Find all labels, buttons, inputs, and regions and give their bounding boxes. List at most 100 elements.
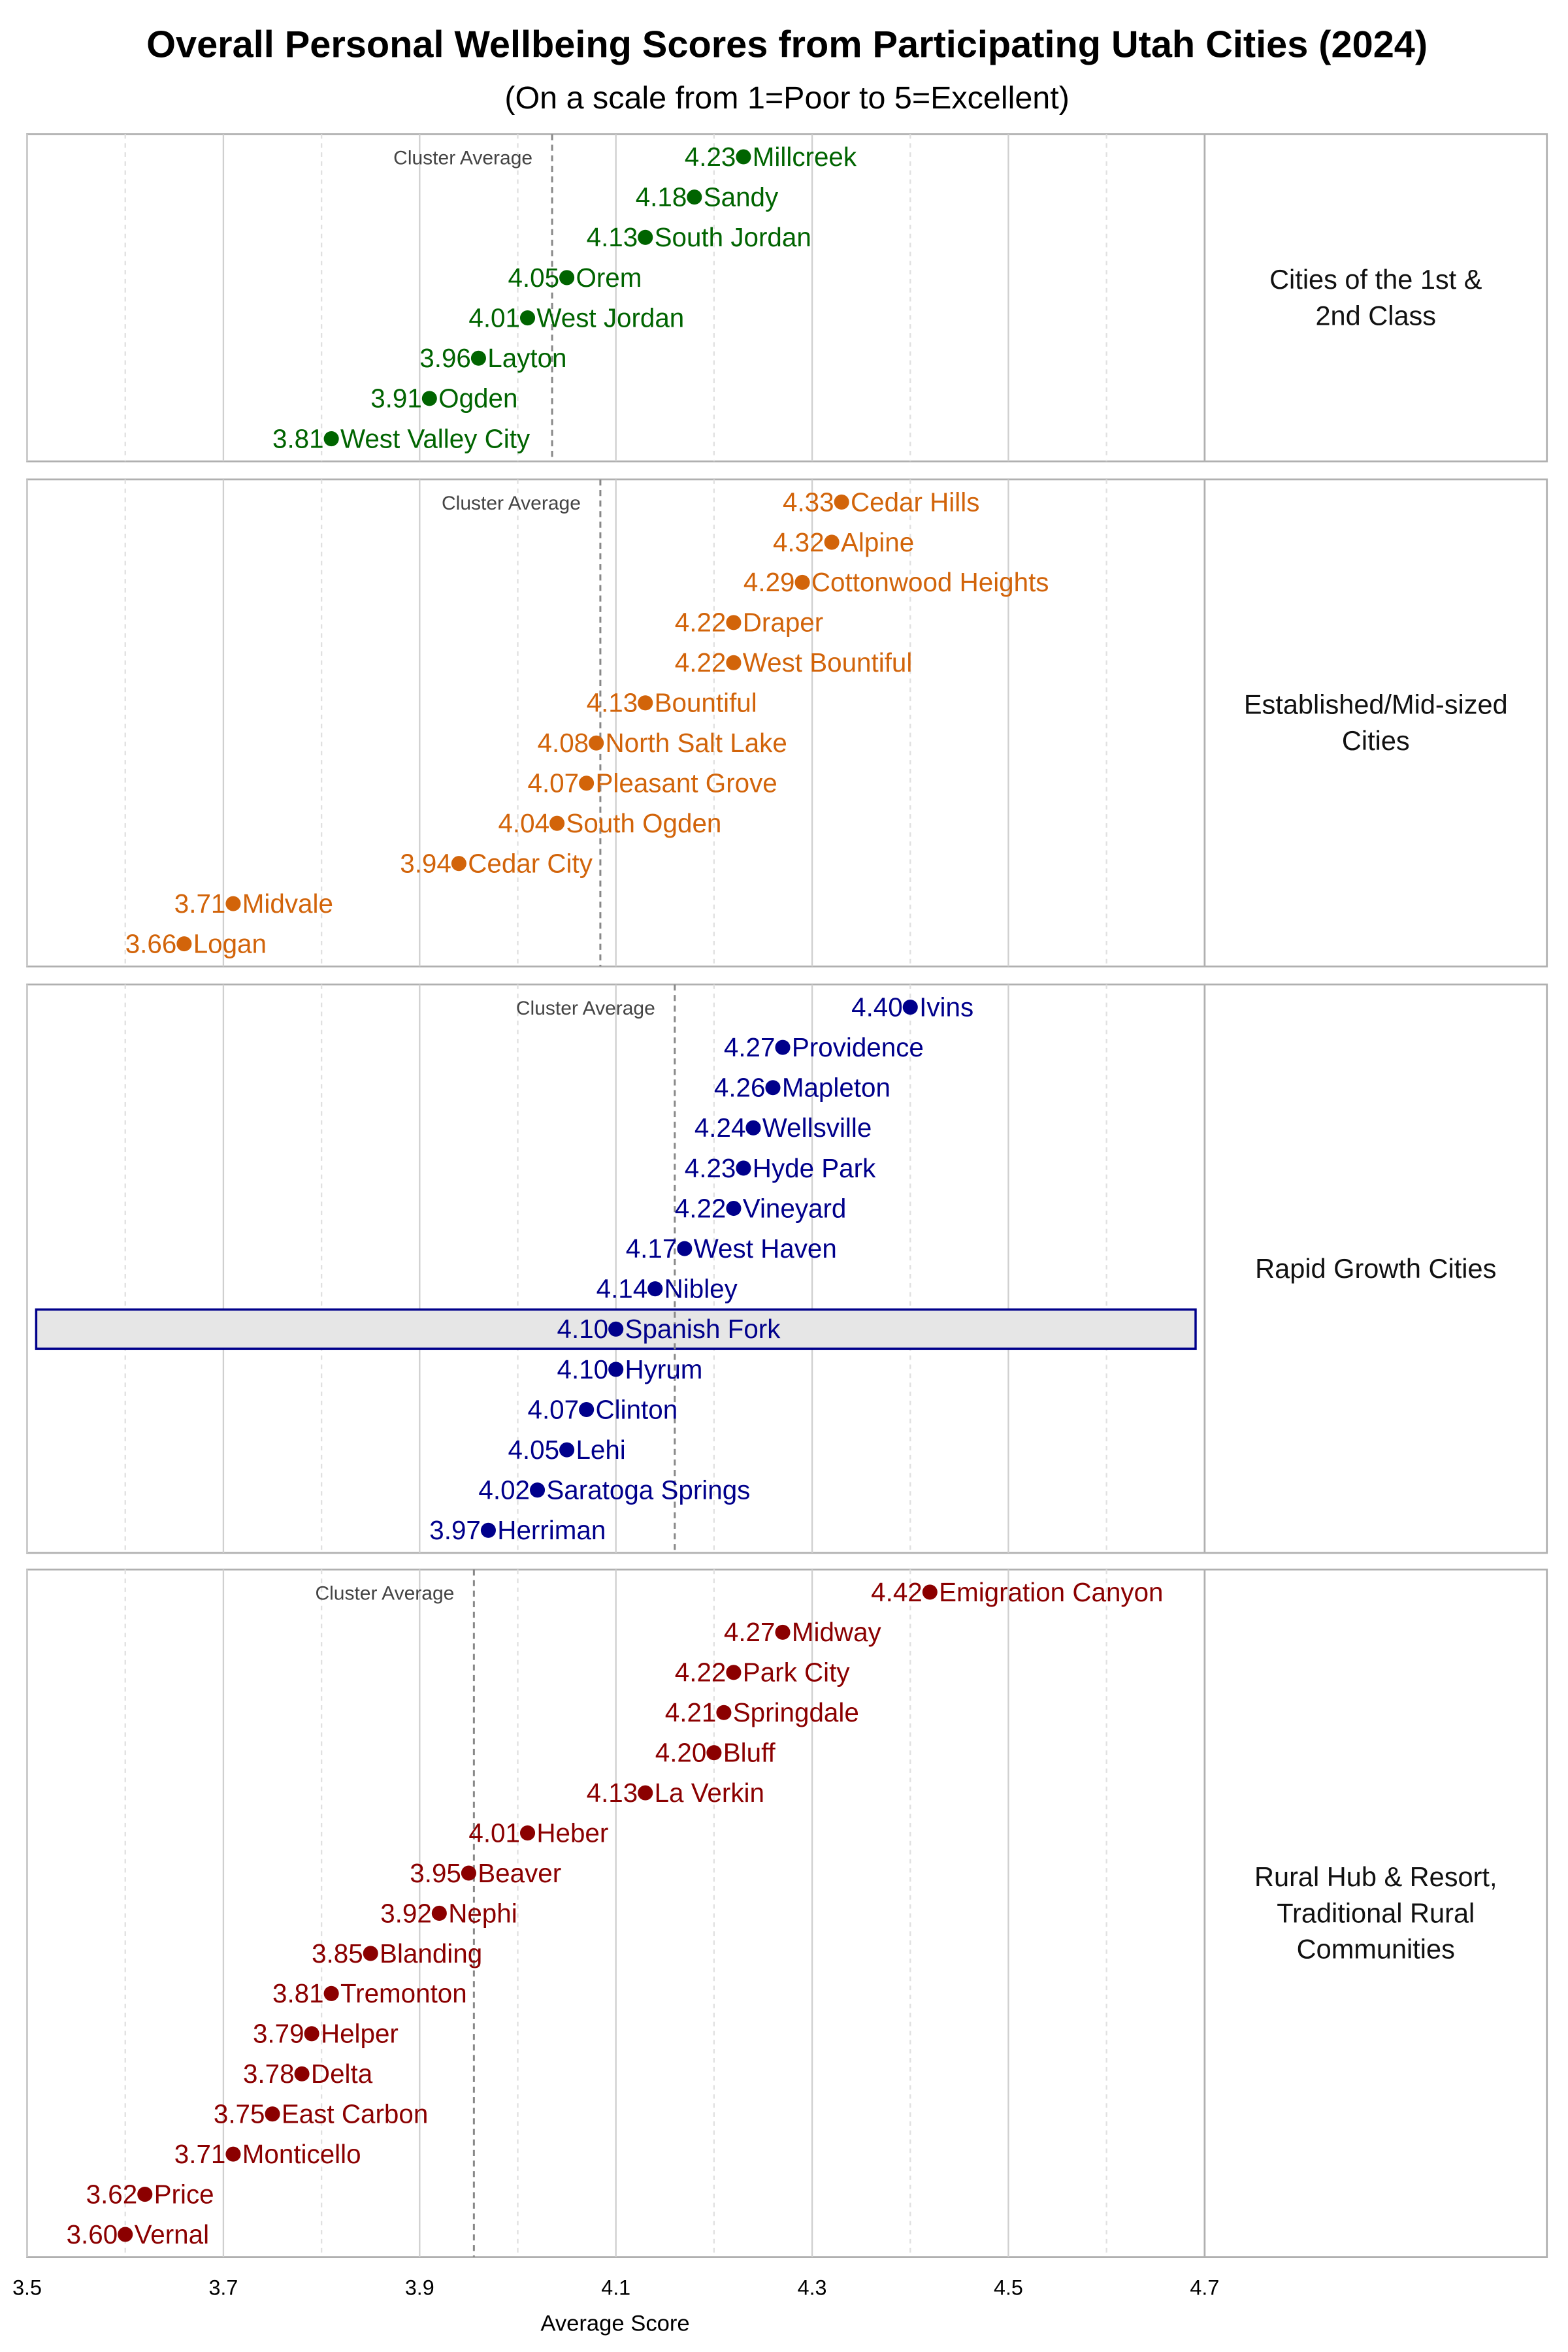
facet-label: Cities of the 1st & bbox=[1269, 264, 1482, 295]
data-point bbox=[736, 1160, 751, 1176]
value-label: 4.07 bbox=[528, 1394, 580, 1424]
city-label: Millcreek bbox=[753, 142, 857, 172]
city-label: Clinton bbox=[595, 1394, 678, 1424]
data-point bbox=[529, 1482, 546, 1498]
value-label: 4.23 bbox=[685, 142, 736, 172]
data-point bbox=[794, 574, 810, 590]
data-point bbox=[775, 1624, 791, 1640]
panel-frame bbox=[26, 478, 1548, 968]
value-label: 3.96 bbox=[419, 343, 471, 373]
value-label: 4.13 bbox=[587, 688, 638, 718]
city-label: La Verkin bbox=[655, 1778, 764, 1808]
value-label: 4.20 bbox=[655, 1738, 707, 1768]
value-label: 4.24 bbox=[694, 1113, 746, 1143]
city-label: East Carbon bbox=[282, 2099, 428, 2129]
city-label: Cedar Hills bbox=[851, 487, 979, 517]
value-label: 4.40 bbox=[851, 992, 903, 1022]
city-label: Bluff bbox=[723, 1738, 776, 1768]
value-label: 3.66 bbox=[125, 928, 177, 958]
panel-2: Established/Mid-sized Cities Cluster Avera… bbox=[26, 478, 1548, 968]
city-label: Emigration Canyon bbox=[939, 1577, 1163, 1607]
facet-label: Established/Mid-sized bbox=[1244, 689, 1508, 720]
city-label: South Ogden bbox=[566, 808, 721, 838]
data-point bbox=[902, 1000, 918, 1015]
city-label: Bountiful bbox=[655, 688, 757, 718]
value-label: 4.32 bbox=[773, 527, 825, 557]
city-label: Layton bbox=[487, 343, 566, 373]
data-point bbox=[265, 2106, 280, 2122]
data-point bbox=[706, 1745, 722, 1761]
data-point bbox=[176, 936, 192, 952]
data-point bbox=[519, 1825, 536, 1841]
city-label: Cottonwood Heights bbox=[811, 567, 1049, 597]
data-point bbox=[687, 189, 702, 205]
data-point bbox=[922, 1584, 938, 1600]
value-label: 3.85 bbox=[312, 1938, 363, 1968]
city-label: Lehi bbox=[576, 1435, 625, 1465]
data-point bbox=[638, 229, 653, 245]
value-label: 3.81 bbox=[272, 1978, 324, 2008]
data-point bbox=[549, 815, 565, 831]
panels: Cities of the 1st & 2nd Class Cluster Aver… bbox=[26, 133, 1548, 2258]
data-point bbox=[834, 494, 849, 510]
city-label: Wellsville bbox=[762, 1113, 872, 1143]
data-point bbox=[726, 1200, 742, 1217]
city-label: South Jordan bbox=[655, 222, 811, 252]
value-label: 3.94 bbox=[400, 849, 451, 879]
cluster-average-label: Cluster Average bbox=[516, 998, 655, 1019]
city-label: Hyrum bbox=[625, 1354, 703, 1384]
data-point bbox=[647, 1281, 663, 1297]
value-label: 4.04 bbox=[498, 808, 549, 838]
data-point bbox=[726, 655, 742, 670]
city-label: Vineyard bbox=[743, 1193, 847, 1223]
value-label: 3.75 bbox=[214, 2099, 265, 2129]
value-label: 4.33 bbox=[783, 487, 834, 517]
value-label: 4.22 bbox=[675, 647, 727, 678]
city-label: Blanding bbox=[380, 1938, 482, 1968]
data-point bbox=[736, 149, 751, 165]
data-point bbox=[726, 1665, 742, 1680]
city-label: Delta bbox=[311, 2059, 373, 2089]
data-point bbox=[824, 534, 840, 550]
city-label: Ivins bbox=[919, 992, 973, 1022]
city-label: Spanish Fork bbox=[625, 1314, 781, 1344]
data-point bbox=[461, 1865, 476, 1881]
x-tick-label: 4.5 bbox=[994, 2276, 1023, 2299]
city-label: Nibley bbox=[664, 1274, 738, 1304]
chart-subtitle: (On a scale from 1=Poor to 5=Excellent) bbox=[504, 80, 1070, 116]
city-label: Saratoga Springs bbox=[546, 1475, 750, 1505]
panel-1: Cities of the 1st & 2nd Class Cluster Aver… bbox=[26, 133, 1548, 463]
value-label: 3.97 bbox=[429, 1515, 481, 1545]
data-point bbox=[608, 1321, 624, 1337]
value-label: 3.60 bbox=[67, 2219, 118, 2249]
data-point bbox=[451, 856, 466, 872]
city-label: North Salt Lake bbox=[606, 728, 787, 758]
x-tick-label: 4.7 bbox=[1190, 2276, 1219, 2299]
value-label: 4.22 bbox=[675, 608, 727, 638]
value-label: 4.17 bbox=[626, 1233, 678, 1264]
value-label: 4.10 bbox=[557, 1314, 609, 1344]
data-point bbox=[225, 896, 241, 911]
data-point bbox=[470, 350, 486, 366]
value-label: 4.10 bbox=[557, 1354, 609, 1384]
value-label: 4.01 bbox=[468, 302, 520, 333]
data-point bbox=[421, 391, 437, 406]
facet-label: Communities bbox=[1297, 1934, 1455, 1965]
value-label: 4.13 bbox=[587, 1778, 638, 1808]
data-point bbox=[589, 735, 604, 751]
value-label: 3.62 bbox=[86, 2179, 138, 2209]
data-point bbox=[677, 1241, 693, 1256]
city-label: Cedar City bbox=[468, 849, 593, 879]
value-label: 4.29 bbox=[743, 567, 795, 597]
data-point bbox=[608, 1362, 624, 1377]
data-point bbox=[118, 2227, 133, 2242]
data-point bbox=[775, 1039, 791, 1055]
data-point bbox=[363, 1946, 378, 1961]
data-point bbox=[519, 310, 536, 326]
value-label: 4.07 bbox=[528, 768, 580, 798]
value-label: 4.21 bbox=[665, 1697, 717, 1727]
city-label: Midvale bbox=[242, 889, 333, 919]
city-label: Monticello bbox=[242, 2139, 361, 2169]
city-label: Helper bbox=[321, 2019, 399, 2049]
data-point bbox=[323, 1985, 339, 2001]
